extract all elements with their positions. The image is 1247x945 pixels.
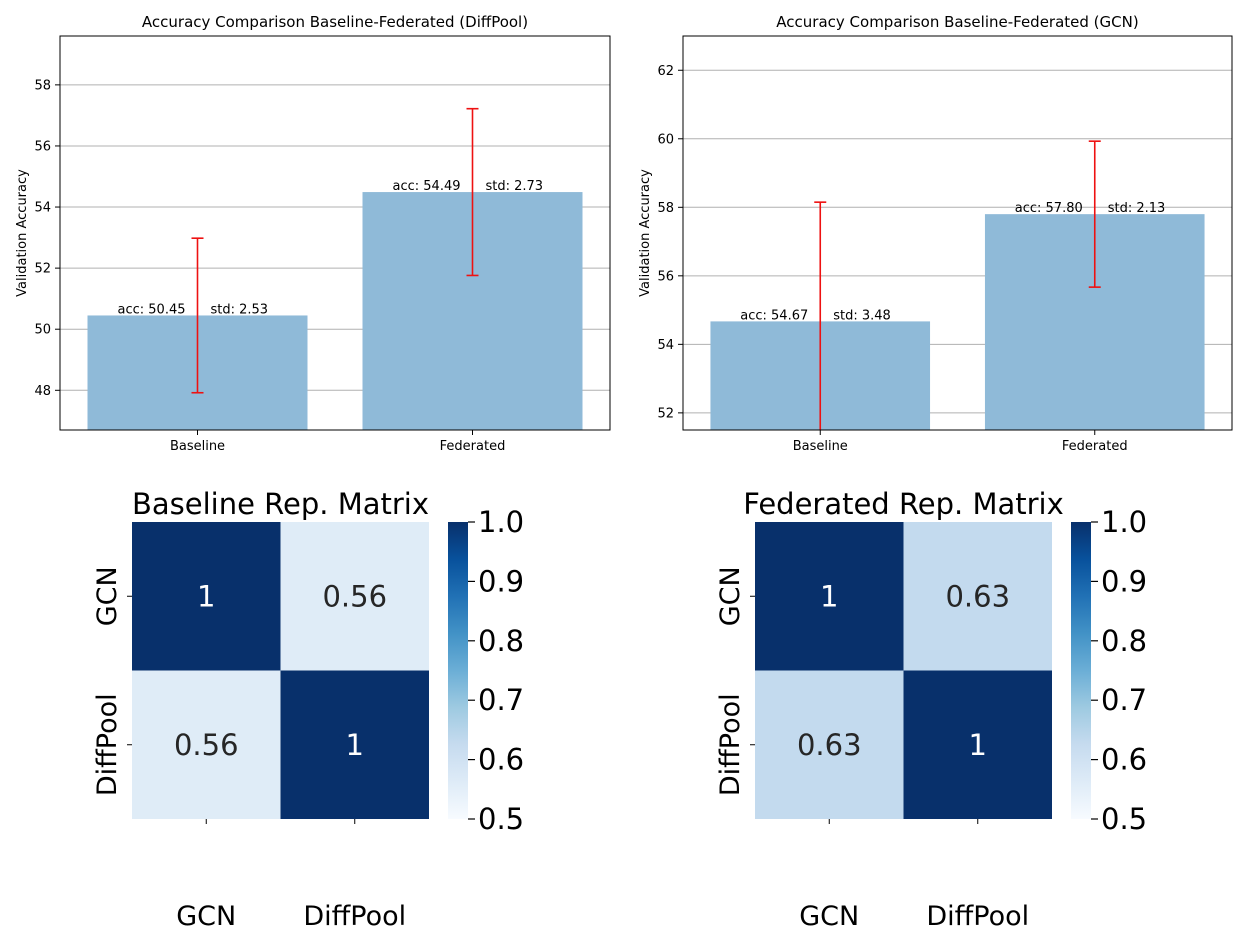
colorbar-tick-label: 0.7 [478, 683, 524, 717]
heatmap-cell [132, 670, 281, 819]
colorbar-tick-label: 0.5 [478, 802, 524, 836]
heatmap-title: Federated Rep. Matrix [743, 487, 1064, 521]
colorbar-tick-label: 0.8 [478, 624, 524, 658]
y-tick-label: 62 [657, 64, 674, 79]
y-tick-label: 56 [34, 139, 51, 154]
acc-label: acc: 50.45 [118, 302, 186, 317]
acc-label: acc: 54.67 [740, 308, 808, 323]
colorbar-tick-label: 0.9 [1101, 564, 1147, 598]
col-label: GCN [799, 901, 859, 932]
heatmap-cell-label: 1 [197, 579, 215, 613]
x-tick-label: Federated [1062, 439, 1128, 454]
row-label: GCN [92, 566, 123, 626]
heatmap-cell-label: 1 [820, 579, 838, 613]
heatmap-cell [903, 522, 1052, 671]
acc-label: acc: 54.49 [393, 179, 461, 194]
acc-label: acc: 57.80 [1015, 201, 1083, 216]
x-tick-label: Baseline [793, 439, 848, 454]
y-tick-label: 60 [657, 132, 674, 147]
heatmap-cell-label: 1 [969, 728, 987, 762]
std-label: std: 2.73 [486, 179, 544, 194]
heatmap-0: Baseline Rep. Matrix 1 0.56 0.56 1 GCN DiffPoo… [92, 487, 524, 932]
y-tick-label: 58 [657, 201, 674, 216]
colorbar-tick-label: 0.6 [478, 743, 524, 777]
y-axis-label: Validation Accuracy [638, 169, 653, 297]
y-tick-label: 50 [34, 323, 51, 338]
heatmap-1: Federated Rep. Matrix 1 0.63 0.63 1 GCN DiffPo… [715, 487, 1147, 932]
bar-chart-1: Accuracy Comparison Baseline-Federated (… [638, 13, 1233, 454]
x-tick-label: Federated [440, 439, 506, 454]
colorbar [448, 522, 468, 819]
std-label: std: 3.48 [833, 308, 891, 323]
std-label: std: 2.13 [1108, 201, 1166, 216]
plot-frame [682, 35, 1233, 431]
heatmap-cell [280, 670, 429, 819]
heatmap-cell [903, 670, 1052, 819]
colorbar-tick-label: 1.0 [478, 505, 524, 539]
y-tick-label: 56 [657, 269, 674, 284]
y-axis-label: Validation Accuracy [15, 169, 30, 297]
heatmap-cell [132, 522, 281, 671]
colorbar-tick-label: 1.0 [1101, 505, 1147, 539]
colorbar-tick-label: 0.9 [478, 564, 524, 598]
heatmap-cell-label: 0.56 [322, 579, 387, 613]
bar-chart-0: Accuracy Comparison Baseline-Federated (… [15, 13, 611, 454]
chart-title: Accuracy Comparison Baseline-Federated (… [776, 13, 1138, 31]
heatmap-cell [755, 670, 904, 819]
heatmap-cell [280, 522, 429, 671]
colorbar-tick-label: 0.8 [1101, 624, 1147, 658]
heatmap-title: Baseline Rep. Matrix [132, 487, 429, 521]
row-label: DiffPool [92, 693, 123, 796]
y-tick-label: 54 [657, 338, 674, 353]
heatmap-cell-label: 0.56 [174, 728, 239, 762]
chart-title: Accuracy Comparison Baseline-Federated (… [142, 13, 528, 31]
heatmap-cell [755, 522, 904, 671]
std-label: std: 2.53 [211, 302, 269, 317]
col-label: DiffPool [303, 901, 406, 932]
colorbar [1071, 522, 1091, 819]
y-tick-label: 52 [34, 262, 51, 277]
y-tick-label: 58 [34, 78, 51, 93]
y-tick-label: 52 [657, 406, 674, 421]
row-label: DiffPool [715, 693, 746, 796]
x-tick-label: Baseline [170, 439, 225, 454]
colorbar-tick-label: 0.7 [1101, 683, 1147, 717]
y-tick-label: 54 [34, 201, 51, 216]
y-tick-label: 48 [34, 384, 51, 399]
heatmap-cell-label: 0.63 [945, 579, 1010, 613]
colorbar-tick-label: 0.6 [1101, 743, 1147, 777]
colorbar-tick-label: 0.5 [1101, 802, 1147, 836]
heatmap-cell-label: 0.63 [797, 728, 862, 762]
col-label: GCN [176, 901, 236, 932]
col-label: DiffPool [926, 901, 1029, 932]
plot-frame [59, 35, 611, 431]
heatmap-cell-label: 1 [346, 728, 364, 762]
row-label: GCN [715, 566, 746, 626]
